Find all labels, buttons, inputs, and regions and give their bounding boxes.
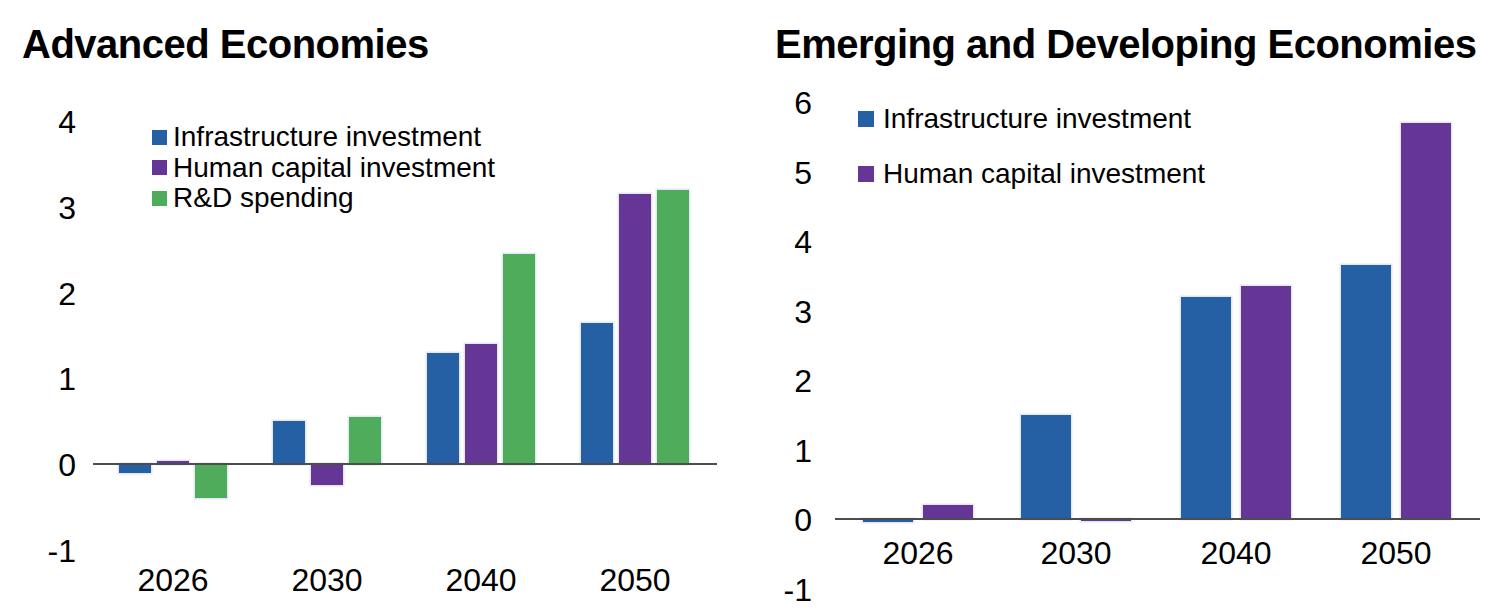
- x-axis-line: [93, 463, 717, 465]
- y-tick-label-0: 0: [742, 504, 812, 536]
- y-tick-label--1: -1: [742, 574, 812, 606]
- legend-label-r-d-spending: R&D spending: [173, 183, 354, 213]
- x-tick-label-2040: 2040: [1166, 537, 1306, 569]
- human-capital-investment-legend-swatch-icon: [858, 166, 874, 182]
- y-tick-label-2: 2: [6, 278, 76, 310]
- bar-2050-infrastructure-investment: [581, 323, 613, 464]
- bar-2040-infrastructure-investment: [427, 353, 459, 464]
- bar-2030-infrastructure-investment: [273, 421, 305, 464]
- legend-label-infrastructure-investment: Infrastructure investment: [173, 122, 481, 152]
- legend-label-human-capital-investment: Human capital investment: [883, 159, 1205, 189]
- y-tick-label-2: 2: [742, 365, 812, 397]
- bar-2026-human-capital-investment: [923, 505, 973, 519]
- infrastructure-investment-legend-swatch-icon: [152, 130, 167, 145]
- dual-bar-chart-figure: Advanced Economies Emerging and Developi…: [0, 0, 1492, 616]
- chart-title-advanced-economies: Advanced Economies: [22, 22, 429, 67]
- r-d-spending-legend-swatch-icon: [152, 191, 167, 206]
- bar-2026-r-d-spending: [195, 464, 227, 498]
- legend-item-human-capital-investment: Human capital investment: [152, 153, 495, 183]
- bar-2030-r-d-spending: [349, 417, 381, 464]
- legend-item-infrastructure-investment: Infrastructure investment: [858, 104, 1191, 134]
- chart-title-emerging-developing-economies: Emerging and Developing Economies: [775, 22, 1476, 67]
- legend-item-human-capital-investment: Human capital investment: [858, 159, 1205, 189]
- legend-label-human-capital-investment: Human capital investment: [173, 153, 495, 183]
- y-tick-label-1: 1: [6, 363, 76, 395]
- legend-item-infrastructure-investment: Infrastructure investment: [152, 122, 481, 152]
- y-tick-label-5: 5: [742, 157, 812, 189]
- x-tick-label-2026: 2026: [103, 564, 243, 596]
- bar-2040-infrastructure-investment: [1181, 297, 1231, 519]
- bar-2050-human-capital-investment: [1401, 123, 1451, 519]
- y-tick-label-4: 4: [6, 106, 76, 138]
- x-tick-label-2026: 2026: [848, 537, 988, 569]
- legend-item-r-d-spending: R&D spending: [152, 183, 354, 213]
- y-tick-label-4: 4: [742, 226, 812, 258]
- x-tick-label-2050: 2050: [1326, 537, 1466, 569]
- y-tick-label-0: 0: [6, 449, 76, 481]
- bar-2030-infrastructure-investment: [1021, 415, 1071, 519]
- bar-2040-human-capital-investment: [465, 344, 497, 464]
- infrastructure-investment-legend-swatch-icon: [858, 111, 874, 127]
- bar-2050-r-d-spending: [657, 190, 689, 464]
- bar-2050-human-capital-investment: [619, 194, 651, 464]
- x-tick-label-2050: 2050: [565, 564, 705, 596]
- y-tick-label-1: 1: [742, 435, 812, 467]
- bar-2050-infrastructure-investment: [1341, 265, 1391, 519]
- bar-2030-human-capital-investment: [311, 464, 343, 485]
- x-axis-line: [835, 518, 1480, 520]
- y-tick-label-3: 3: [742, 296, 812, 328]
- bar-2040-r-d-spending: [503, 254, 535, 464]
- bar-2040-human-capital-investment: [1241, 286, 1291, 519]
- x-tick-label-2040: 2040: [411, 564, 551, 596]
- legend-label-infrastructure-investment: Infrastructure investment: [883, 104, 1191, 134]
- x-tick-label-2030: 2030: [1006, 537, 1146, 569]
- x-tick-label-2030: 2030: [257, 564, 397, 596]
- y-tick-label-3: 3: [6, 192, 76, 224]
- human-capital-investment-legend-swatch-icon: [152, 160, 167, 175]
- y-tick-label-6: 6: [742, 87, 812, 119]
- y-tick-label--1: -1: [6, 535, 76, 567]
- bar-2026-infrastructure-investment: [119, 464, 151, 473]
